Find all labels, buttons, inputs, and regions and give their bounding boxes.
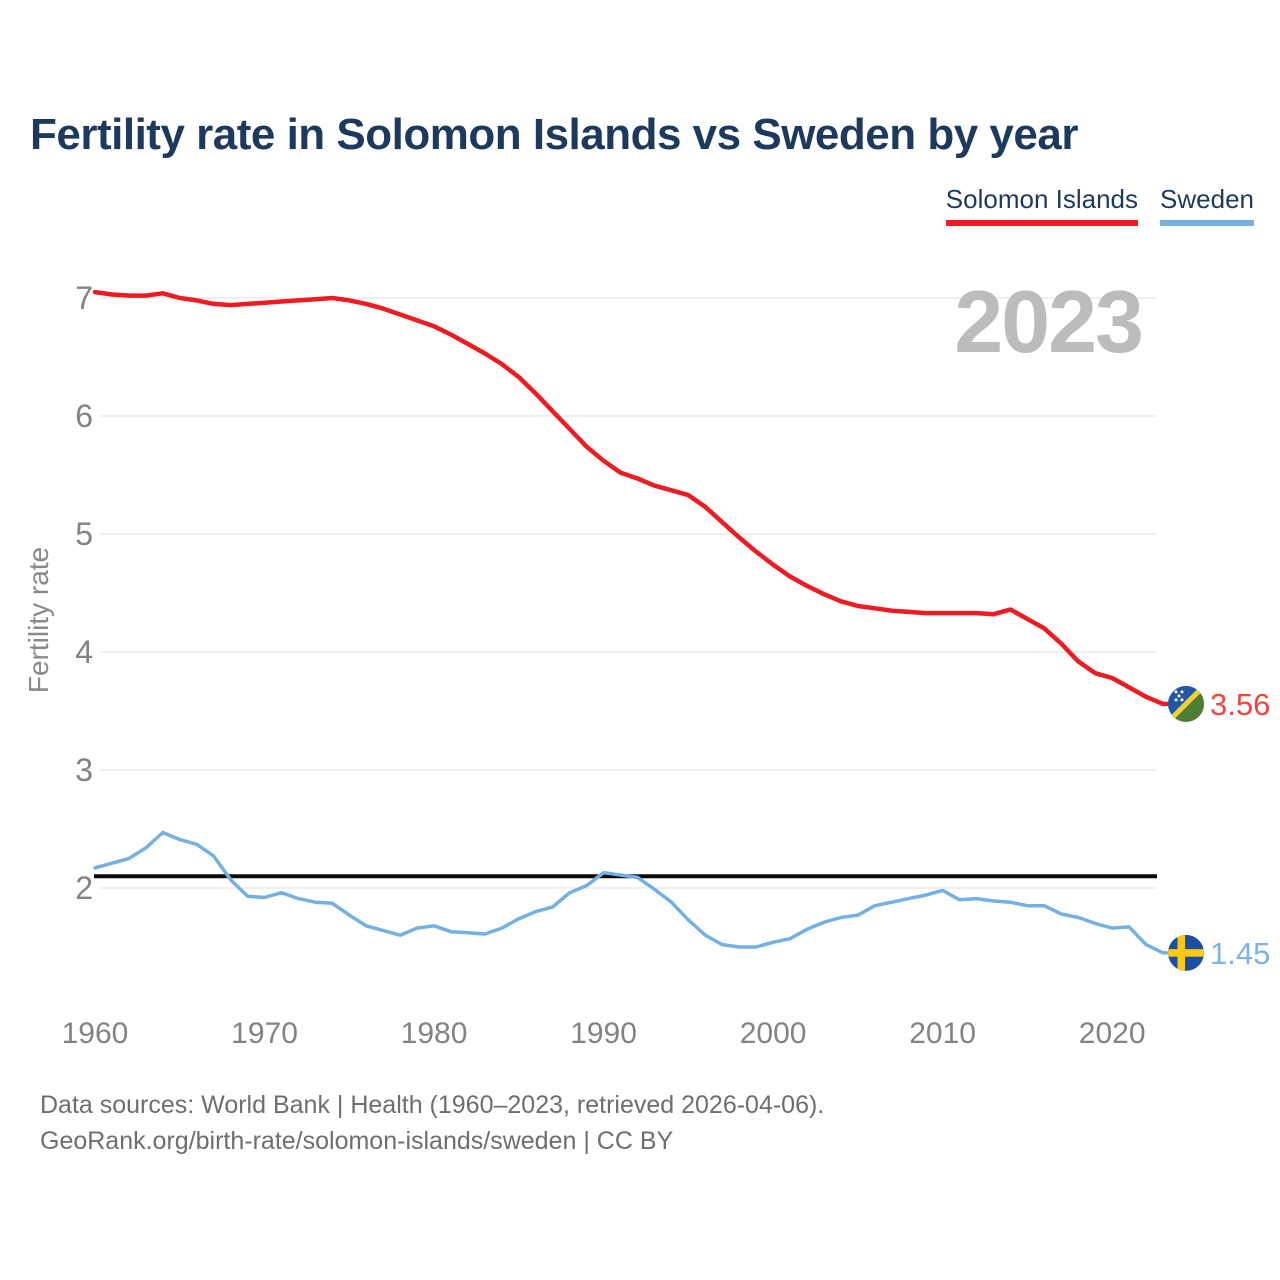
- data-source-footer: Data sources: World Bank | Health (1960–…: [40, 1087, 824, 1160]
- si-flag-star-3: [1174, 698, 1178, 702]
- sweden-line: [93, 830, 1169, 955]
- solomon-islands-end-value: 3.56: [1210, 687, 1270, 722]
- sweden-flag-icon: [1168, 934, 1204, 971]
- x-tick-1970: 1970: [231, 1017, 298, 1050]
- x-tick-2010: 2010: [909, 1017, 976, 1050]
- sweden-end-value: 1.45: [1210, 936, 1270, 971]
- legend-item-sweden[interactable]: Sweden: [1160, 184, 1254, 226]
- year-watermark: 2023: [954, 272, 1142, 371]
- footer-sources-line: Data sources: World Bank | Health (1960–…: [40, 1091, 825, 1119]
- x-tick-1960: 1960: [62, 1017, 129, 1050]
- si-flag-star-4: [1180, 698, 1184, 702]
- x-tick-2000: 2000: [740, 1017, 807, 1050]
- x-tick-1980: 1980: [401, 1017, 468, 1050]
- y-tick-6: 6: [75, 398, 93, 434]
- y-axis-title: Fertility rate: [23, 547, 54, 693]
- solomon-islands-line: [92, 289, 1170, 707]
- si-flag-star-0: [1174, 690, 1178, 694]
- x-tick-2020: 2020: [1079, 1017, 1146, 1050]
- y-tick-3: 3: [75, 752, 93, 788]
- page-title: Fertility rate in Solomon Islands vs Swe…: [30, 110, 1078, 159]
- si-flag-star-2: [1177, 694, 1181, 698]
- legend-item-solomon-islands[interactable]: Solomon Islands: [945, 184, 1139, 226]
- x-tick-1990: 1990: [570, 1017, 637, 1050]
- legend: Solomon Islands Sweden: [945, 184, 1254, 226]
- footer-url-line: GeoRank.org/birth-rate/solomon-islands/s…: [40, 1127, 674, 1156]
- y-tick-7: 7: [75, 280, 93, 316]
- y-tick-4: 4: [75, 634, 93, 670]
- y-tick-2: 2: [75, 870, 93, 906]
- si-flag-stripe: [1168, 685, 1204, 722]
- solomon-islands-flag-icon: [1168, 685, 1204, 722]
- se-flag-cross-h: [1168, 949, 1204, 957]
- y-tick-5: 5: [75, 516, 93, 552]
- si-flag-star-1: [1180, 690, 1184, 694]
